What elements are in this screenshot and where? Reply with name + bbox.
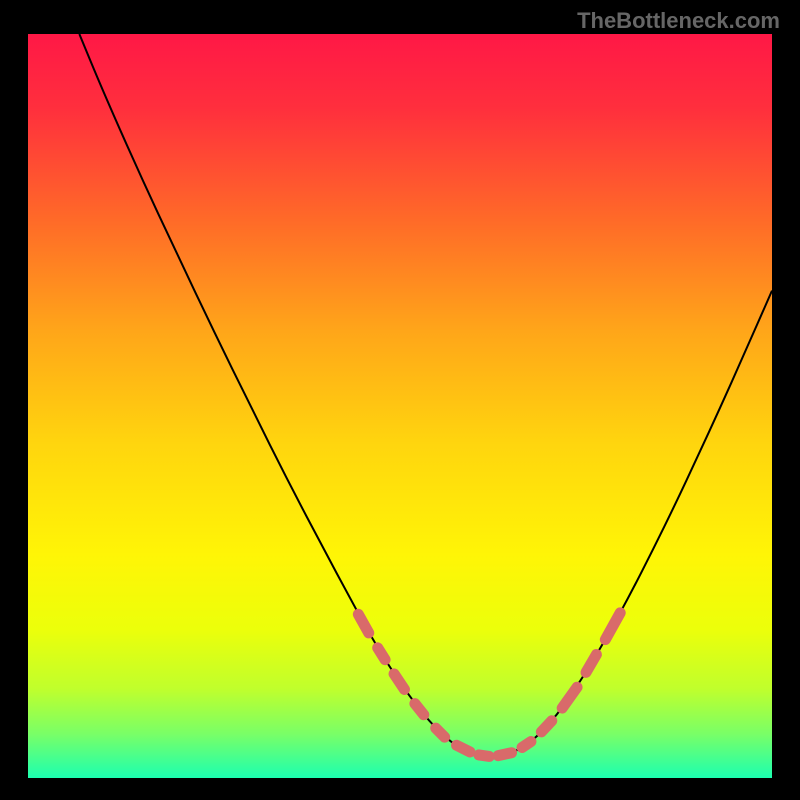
- plot-area: [28, 34, 772, 778]
- watermark-text: TheBottleneck.com: [577, 8, 780, 34]
- curve-line: [79, 34, 772, 756]
- marker-segment: [358, 614, 368, 633]
- marker-segment: [522, 742, 531, 748]
- marker-segment: [436, 728, 445, 737]
- marker-segment: [394, 674, 404, 690]
- marker-segment: [605, 613, 620, 640]
- marker-segment: [541, 721, 551, 732]
- marker-segment: [586, 655, 596, 673]
- chart-svg: [28, 34, 772, 778]
- marker-segment: [562, 687, 577, 708]
- marker-segment: [378, 648, 385, 660]
- markers-group: [358, 613, 620, 757]
- marker-segment: [457, 745, 470, 752]
- marker-segment: [498, 753, 511, 756]
- marker-segment: [415, 704, 424, 715]
- marker-segment: [479, 755, 489, 756]
